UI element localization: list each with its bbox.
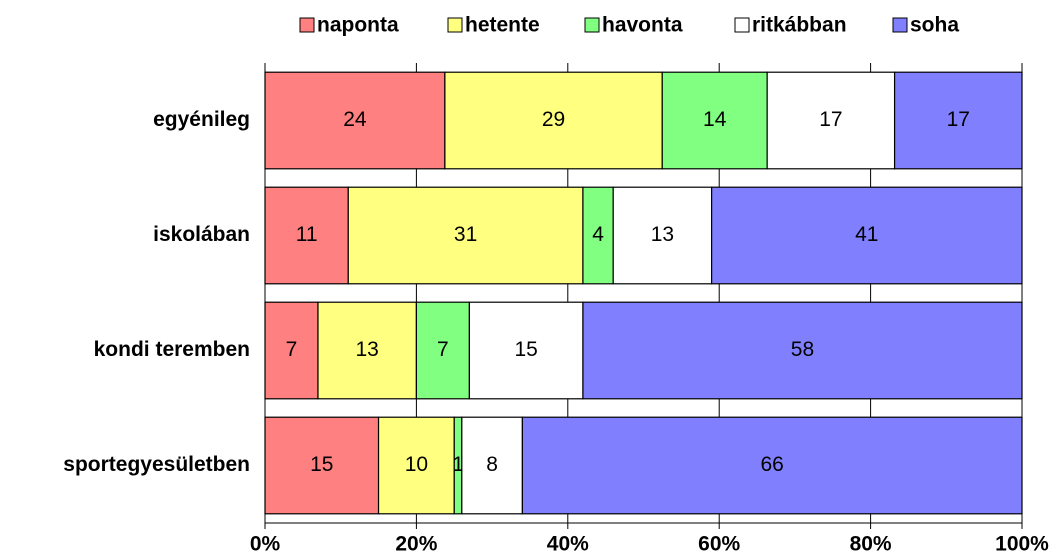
legend-swatch	[584, 17, 600, 33]
legend-label: hetente	[465, 14, 540, 37]
bar-segment	[461, 416, 523, 515]
legend-label: naponta	[317, 14, 399, 37]
bar-segment	[893, 71, 1023, 170]
bar-segment	[415, 301, 470, 400]
legend-label: ritkábban	[752, 14, 847, 37]
x-tick-label: 100%	[995, 533, 1049, 553]
data-label: 13	[356, 338, 379, 361]
data-label: 29	[542, 108, 565, 131]
data-label: 1	[452, 453, 464, 476]
data-label: 31	[454, 223, 477, 246]
data-label: 7	[286, 338, 298, 361]
bar-segment	[264, 186, 349, 285]
x-tick-label: 40%	[547, 533, 589, 553]
x-tick-label: 80%	[850, 533, 892, 553]
bar-segment	[661, 71, 768, 170]
legend-swatch	[734, 17, 750, 33]
data-label: 4	[592, 223, 604, 246]
legend-swatch	[447, 17, 463, 33]
bar-segment	[766, 71, 896, 170]
data-label: 15	[514, 338, 537, 361]
data-label: 11	[296, 223, 318, 246]
data-label: 17	[819, 108, 842, 131]
legend-swatch	[299, 17, 315, 33]
bar-segment	[377, 416, 455, 515]
bar-segment	[521, 416, 1023, 515]
bar-segment	[612, 186, 713, 285]
data-label: 41	[855, 223, 878, 246]
bar-segment	[711, 186, 1023, 285]
y-tick-label: kondi teremben	[94, 338, 250, 361]
bar-segment	[264, 416, 380, 515]
data-label: 7	[437, 338, 449, 361]
bar-segment	[444, 71, 663, 170]
data-label: 66	[761, 453, 784, 476]
data-label: 15	[310, 453, 333, 476]
y-tick-label: egyénileg	[153, 108, 250, 131]
legend-label: soha	[910, 14, 959, 37]
data-label: 10	[405, 453, 428, 476]
x-tick-label: 60%	[698, 533, 740, 553]
legend-label: havonta	[602, 14, 683, 37]
data-label: 13	[651, 223, 674, 246]
data-label: 17	[947, 108, 970, 131]
legend-swatch	[892, 17, 908, 33]
bar-segment	[468, 301, 584, 400]
y-tick-label: sportegyesületben	[63, 453, 250, 476]
bar-segment	[264, 301, 319, 400]
y-tick-label: iskolában	[153, 223, 250, 246]
x-tick-label: 0%	[250, 533, 281, 553]
data-label: 24	[343, 108, 367, 131]
data-label: 58	[791, 338, 814, 361]
bar-segment	[264, 71, 446, 170]
bar-segment	[347, 186, 584, 285]
data-label: 8	[486, 453, 498, 476]
data-label: 14	[703, 108, 727, 131]
bar-segment	[582, 301, 1023, 400]
x-tick-label: 20%	[395, 533, 437, 553]
